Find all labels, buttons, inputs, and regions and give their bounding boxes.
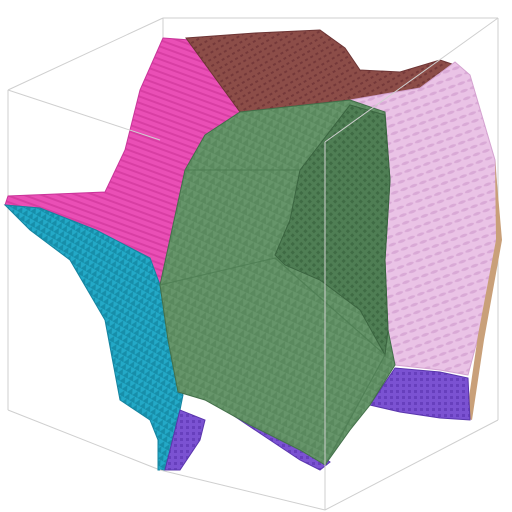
bounding-box-front (7, 17, 499, 511)
purple-region-right (369, 367, 471, 421)
tan-edge (466, 160, 502, 420)
green-facet-lines (159, 169, 386, 466)
